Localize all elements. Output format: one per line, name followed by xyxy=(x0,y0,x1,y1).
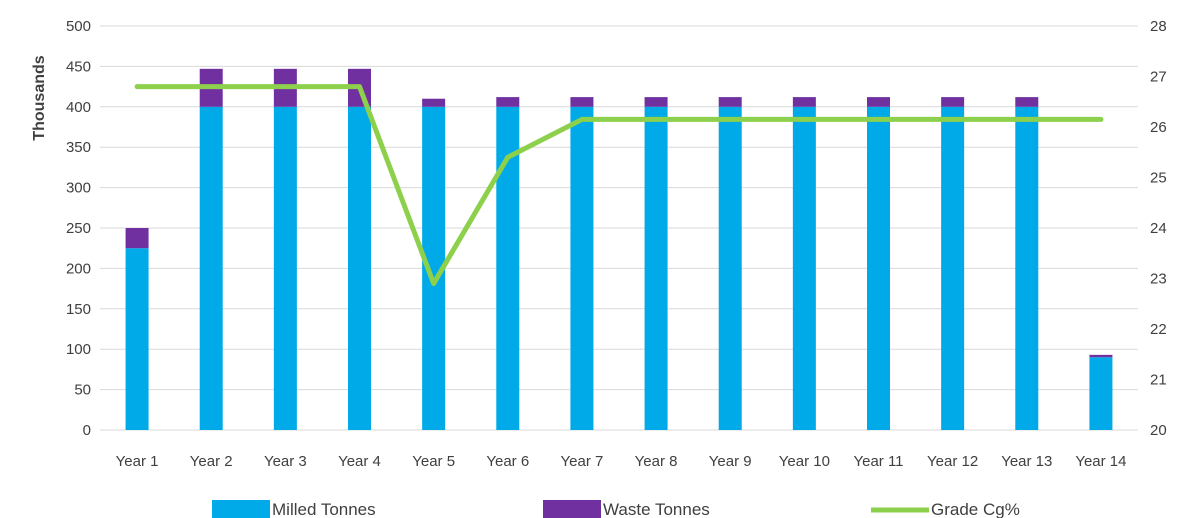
gridlines xyxy=(100,25,1138,431)
x-tick-label: Year 10 xyxy=(779,453,830,470)
y-tick-label: 250 xyxy=(66,220,91,237)
y2-tick-label: 27 xyxy=(1150,69,1167,86)
y-axis-title: Thousands xyxy=(31,55,48,140)
x-tick-label: Year 11 xyxy=(853,453,903,470)
y2-tick-label: 23 xyxy=(1150,271,1167,288)
x-tick-label: Year 5 xyxy=(412,453,455,470)
x-tick-label: Year 4 xyxy=(338,453,381,470)
bar-milled-tonnes-14 xyxy=(1089,357,1113,430)
y-tick-label: 350 xyxy=(66,139,91,156)
y-tick-label: 200 xyxy=(66,260,91,277)
y2-tick-label: 25 xyxy=(1150,170,1167,187)
left-axis-ticks: 0 50 100 150 200 250 300 350 400 450 500 xyxy=(66,18,91,439)
y-tick-label: 300 xyxy=(66,180,91,197)
line-grade xyxy=(134,84,1104,287)
y2-tick-label: 26 xyxy=(1150,119,1167,136)
y-tick-label: 50 xyxy=(74,382,91,399)
x-tick-label: Year 12 xyxy=(927,453,978,470)
legend-label-waste: Waste Tonnes xyxy=(603,500,710,518)
x-tick-label: Year 2 xyxy=(190,453,233,470)
bar-waste-tonnes-12 xyxy=(941,97,965,107)
y2-tick-label: 20 xyxy=(1150,422,1167,439)
grade-line xyxy=(134,84,1104,287)
bar-waste-tonnes-5 xyxy=(422,98,446,107)
y2-tick-label: 22 xyxy=(1150,321,1167,338)
bar-milled-tonnes-10 xyxy=(792,106,816,431)
bar-milled-tonnes-3 xyxy=(273,106,297,431)
bar-waste-tonnes-9 xyxy=(718,97,742,107)
bar-milled-tonnes-13 xyxy=(1015,106,1039,431)
y2-tick-label: 21 xyxy=(1150,372,1167,389)
x-tick-label: Year 6 xyxy=(486,453,529,470)
x-tick-label: Year 9 xyxy=(709,453,752,470)
bar-milled-tonnes-5 xyxy=(422,106,446,431)
legend-label-grade: Grade Cg% xyxy=(931,500,1020,518)
bars xyxy=(125,68,1113,431)
x-tick-label: Year 7 xyxy=(561,453,604,470)
bar-milled-tonnes-6 xyxy=(496,106,520,431)
bar-waste-tonnes-11 xyxy=(867,97,890,107)
legend: Milled Tonnes Waste Tonnes Grade Cg% xyxy=(212,500,1020,518)
bar-milled-tonnes-11 xyxy=(867,106,890,431)
y-tick-label: 150 xyxy=(66,301,91,318)
x-tick-label: Year 8 xyxy=(635,453,678,470)
bar-milled-tonnes-4 xyxy=(348,106,371,431)
x-tick-label: Year 14 xyxy=(1075,453,1126,470)
bar-waste-tonnes-10 xyxy=(792,97,816,107)
bar-milled-tonnes-9 xyxy=(718,106,742,431)
bar-milled-tonnes-12 xyxy=(941,106,965,431)
legend-label-milled: Milled Tonnes xyxy=(272,500,376,518)
bar-milled-tonnes-8 xyxy=(644,106,668,431)
y2-tick-label: 24 xyxy=(1150,220,1167,237)
y-tick-label: 400 xyxy=(66,99,91,116)
legend-swatch-milled xyxy=(212,500,270,518)
y-tick-label: 100 xyxy=(66,341,91,358)
x-tick-label: Year 1 xyxy=(116,453,159,470)
x-tick-label: Year 13 xyxy=(1001,453,1052,470)
bar-waste-tonnes-6 xyxy=(496,97,520,107)
x-tick-label: Year 3 xyxy=(264,453,307,470)
y-tick-label: 450 xyxy=(66,58,91,75)
bar-waste-tonnes-7 xyxy=(570,97,594,107)
right-axis-ticks: 20 21 22 23 24 25 26 27 28 xyxy=(1150,18,1167,439)
bar-waste-tonnes-8 xyxy=(644,97,668,107)
bar-milled-tonnes-1 xyxy=(125,248,149,430)
bar-waste-tonnes-1 xyxy=(125,228,149,249)
bar-waste-tonnes-14 xyxy=(1089,354,1113,358)
legend-swatch-waste xyxy=(543,500,601,518)
bar-waste-tonnes-13 xyxy=(1015,97,1039,107)
y-tick-label: 500 xyxy=(66,18,91,35)
y2-tick-label: 28 xyxy=(1150,18,1167,35)
bar-milled-tonnes-7 xyxy=(570,106,594,431)
y-tick-label: 0 xyxy=(83,422,91,439)
x-axis-ticks: Year 1 Year 2 Year 3 Year 4 Year 5 Year 6 Year… xyxy=(116,453,1127,470)
bar-milled-tonnes-2 xyxy=(199,106,223,431)
